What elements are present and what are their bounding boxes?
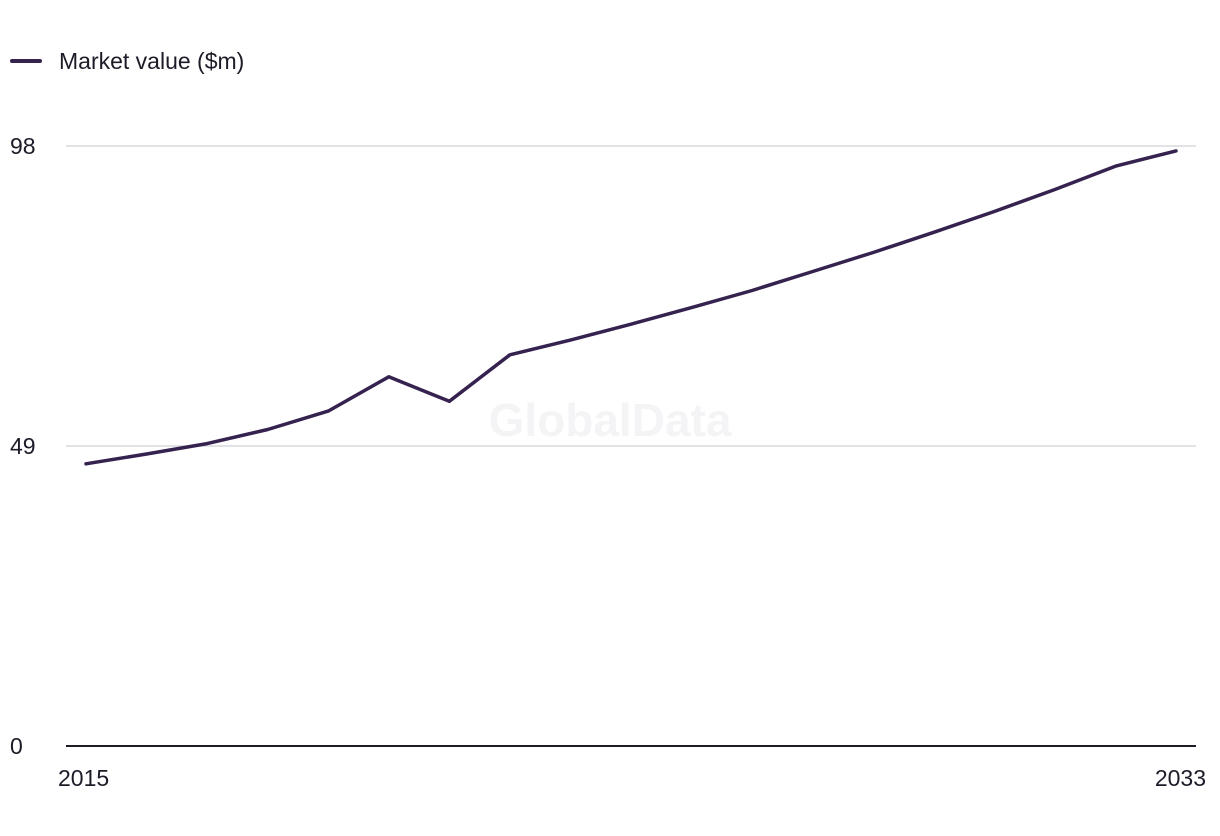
y-tick-label: 0 bbox=[10, 733, 23, 759]
gridlines bbox=[66, 145, 1196, 747]
data-point bbox=[385, 373, 393, 381]
data-point bbox=[809, 268, 817, 276]
data-point bbox=[688, 304, 696, 312]
data-point bbox=[566, 336, 574, 344]
legend-swatch bbox=[10, 59, 42, 63]
data-point bbox=[930, 228, 938, 236]
data-point bbox=[143, 450, 151, 458]
data-point bbox=[445, 397, 453, 405]
data-point bbox=[1051, 185, 1059, 193]
legend-label: Market value ($m) bbox=[59, 47, 245, 74]
y-axis-ticks: 0 49 98 bbox=[10, 133, 36, 759]
x-tick-label: 2033 bbox=[1155, 765, 1206, 791]
data-point bbox=[203, 440, 211, 448]
chart-legend: Market value ($m) bbox=[10, 46, 244, 76]
data-point bbox=[869, 249, 877, 257]
data-point bbox=[627, 320, 635, 328]
data-point bbox=[506, 351, 514, 359]
data-point bbox=[82, 460, 90, 468]
y-tick-label: 49 bbox=[10, 433, 36, 459]
data-point bbox=[1172, 147, 1180, 155]
data-point bbox=[1111, 162, 1119, 170]
x-axis-ticks: 2015 2033 bbox=[58, 765, 1206, 791]
data-point bbox=[748, 286, 756, 294]
data-point bbox=[264, 425, 272, 433]
watermark-text: GlobalData bbox=[489, 394, 732, 446]
x-tick-label: 2015 bbox=[58, 765, 109, 791]
y-tick-label: 98 bbox=[10, 133, 36, 159]
data-point bbox=[990, 208, 998, 216]
series-layer bbox=[82, 147, 1180, 468]
data-point bbox=[324, 407, 332, 415]
series-line bbox=[84, 149, 1178, 466]
